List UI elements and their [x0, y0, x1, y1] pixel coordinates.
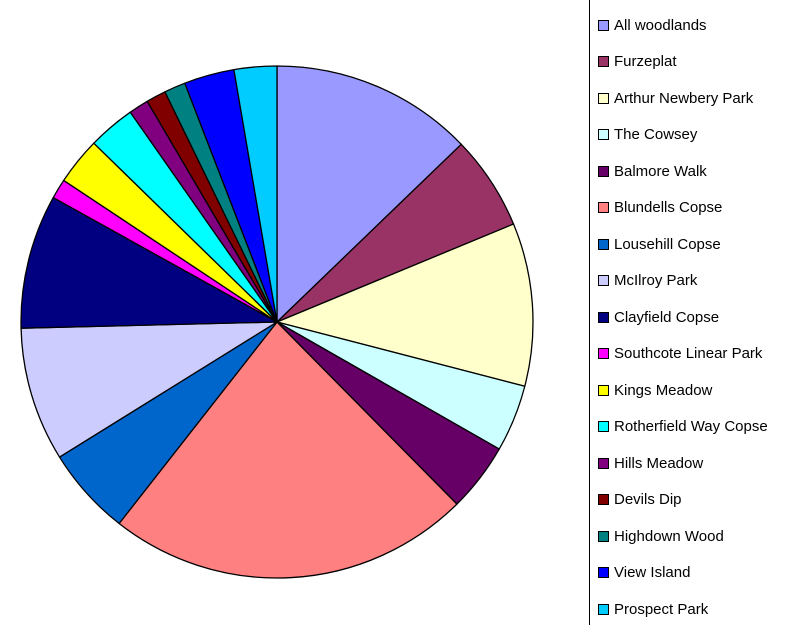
legend-label: The Cowsey	[614, 126, 698, 143]
chart-legend: All woodlands Furzeplat Arthur Newbery Par…	[589, 0, 809, 625]
legend-item-mcilroy-park: McIlroy Park	[598, 272, 697, 290]
legend-swatch	[598, 567, 609, 578]
pie-slice-mcilroy-park	[20, 321, 278, 458]
legend-swatch	[598, 603, 609, 615]
legend-swatch	[598, 457, 609, 469]
legend-label: Clayfield Copse	[614, 308, 720, 326]
pie-slice-arthur-newbery-park	[276, 223, 534, 387]
legend-item-hills-meadow: Hills Meadow	[598, 454, 703, 472]
legend-item-the-cowsey: The Cowsey	[598, 126, 697, 144]
legend-swatch	[598, 384, 609, 396]
legend-item-arthur-newbery-park: Arthur Newbery Park	[598, 89, 753, 107]
pie-chart	[20, 65, 534, 579]
legend-swatch	[598, 92, 609, 104]
legend-swatch	[598, 129, 609, 140]
legend-swatch	[598, 530, 609, 542]
legend-swatch	[598, 421, 609, 432]
legend-label: Devils Dip	[614, 491, 682, 508]
legend-swatch	[598, 494, 609, 505]
legend-swatch	[598, 202, 609, 213]
legend-label: View Island	[614, 564, 691, 581]
legend-label: Arthur Newbery Park	[614, 89, 754, 107]
legend-label: Rotherfield Way Copse	[614, 418, 768, 435]
legend-label: Southcote Linear Park	[614, 345, 763, 362]
legend-label: McIlroy Park	[614, 272, 698, 289]
legend-label: Hills Meadow	[614, 454, 704, 472]
legend-swatch	[598, 348, 609, 359]
legend-label: Blundells Copse	[614, 199, 723, 216]
legend-label: All woodlands	[614, 16, 707, 34]
pie-slice-clayfield-copse	[20, 196, 278, 329]
pie-slice-prospect-park	[233, 65, 278, 323]
legend-item-view-island: View Island	[598, 564, 690, 582]
legend-item-highdown-wood: Highdown Wood	[598, 527, 724, 545]
legend-item-devils-dip: Devils Dip	[598, 491, 682, 509]
legend-item-blundells-copse: Blundells Copse	[598, 199, 722, 217]
legend-label: Highdown Wood	[614, 527, 724, 545]
legend-item-clayfield-copse: Clayfield Copse	[598, 308, 719, 326]
legend-label: Kings Meadow	[614, 381, 713, 399]
legend-label: Furzeplat	[614, 53, 677, 70]
legend-item-lousehill-copse: Lousehill Copse	[598, 235, 721, 253]
legend-swatch	[598, 238, 609, 250]
legend-item-prospect-park: Prospect Park	[598, 600, 708, 618]
pie-slice-blundells-copse	[118, 321, 458, 579]
legend-label: Balmore Walk	[614, 162, 707, 180]
legend-swatch	[598, 56, 609, 67]
legend-label: Lousehill Copse	[614, 235, 721, 253]
legend-swatch	[598, 19, 609, 31]
legend-item-furzeplat: Furzeplat	[598, 53, 677, 71]
legend-swatch	[598, 311, 609, 323]
legend-item-balmore-walk: Balmore Walk	[598, 162, 707, 180]
pie-slice-all-woodlands	[276, 65, 462, 323]
legend-item-rotherfield-way-copse: Rotherfield Way Copse	[598, 418, 768, 436]
legend-swatch	[598, 165, 609, 177]
legend-swatch	[598, 275, 609, 286]
legend-label: Prospect Park	[614, 600, 709, 618]
legend-item-all-woodlands: All woodlands	[598, 16, 707, 34]
legend-item-kings-meadow: Kings Meadow	[598, 381, 712, 399]
legend-item-southcote-linear-park: Southcote Linear Park	[598, 345, 762, 363]
